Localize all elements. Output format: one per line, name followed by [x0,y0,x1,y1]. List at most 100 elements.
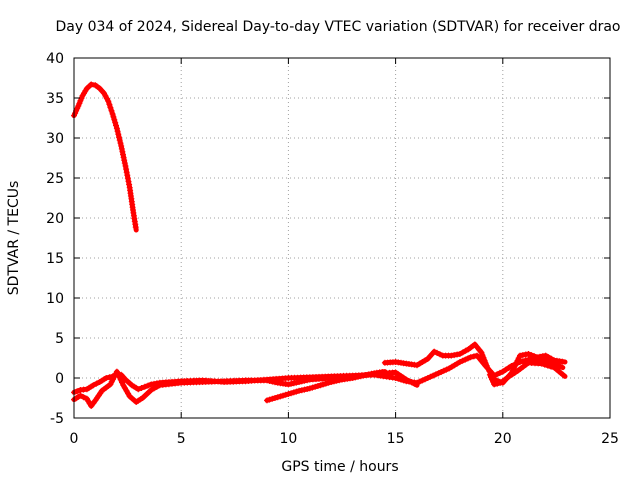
data-point [105,98,112,105]
data-point [280,392,286,399]
data-point [110,376,116,383]
data-point [462,356,469,363]
data-point [494,371,501,378]
data-point [110,113,117,120]
data-point [117,376,124,383]
data-point [264,377,270,384]
y-tick-label: 35 [46,91,64,107]
data-point [482,360,489,367]
data-point [541,361,548,368]
data-point [116,374,123,380]
data-point [101,90,107,97]
data-point [496,369,503,376]
data-point [298,387,305,394]
x-tick-label: 15 [387,431,405,447]
data-point [126,181,133,188]
data-point [431,348,438,355]
data-point [269,378,276,385]
data-point [74,388,81,395]
data-point [379,369,386,375]
data-point [272,395,278,401]
data-point [113,368,120,375]
data-point [138,385,145,391]
data-point [120,151,126,158]
data-point [317,382,324,389]
data-point [103,95,110,102]
data-point [266,396,273,403]
data-point [107,104,114,111]
data-point [75,103,82,109]
data-point [357,373,364,380]
data-point [537,353,543,360]
data-point [132,224,139,231]
data-point [145,382,151,389]
data-point [112,119,119,126]
data-point [116,137,123,144]
data-point [266,378,273,384]
data-point [436,351,443,358]
y-axis-label: SDTVAR / TECUs [6,181,22,296]
data-point [123,166,130,173]
data-point [76,100,83,107]
data-layer [71,81,568,409]
data-point [293,388,300,395]
series-high-arc [71,81,139,233]
data-point [121,160,128,167]
data-point [512,362,519,369]
data-point [459,357,466,364]
data-point [304,386,311,392]
data-point [272,379,278,386]
x-tick-label: 10 [279,431,297,447]
x-tick-label: 5 [177,431,186,447]
data-point [309,384,316,391]
data-point [296,379,303,385]
data-point [107,381,114,388]
data-point [288,390,295,397]
data-point [285,381,292,388]
y-tick-label: 15 [46,251,64,267]
data-point [519,352,526,359]
data-point [111,116,118,123]
data-point [135,386,142,393]
y-tick-label: 5 [55,331,64,347]
data-point [322,380,329,387]
data-point [559,371,566,378]
data-point [430,372,437,379]
data-point [118,143,125,149]
data-point [312,383,319,390]
data-point [494,380,501,387]
data-point [325,379,332,386]
data-point [119,148,126,155]
data-point [557,363,563,370]
data-point [355,373,362,380]
data-point [115,131,122,138]
data-point [80,394,87,401]
data-point [296,387,303,394]
y-tick-label: 25 [46,171,64,187]
data-point [269,395,276,402]
data-point [314,383,321,389]
data-point [434,349,441,356]
data-point [282,391,289,398]
data-point [478,349,485,356]
data-point [301,386,308,393]
data-point [103,375,110,381]
data-point [333,377,340,384]
data-point [360,372,367,379]
data-point [93,380,100,387]
data-point [424,375,431,381]
data-point [465,355,471,362]
data-point [538,360,545,367]
data-point [290,380,297,387]
data-point [422,376,429,383]
data-point [277,393,284,400]
data-point [108,107,115,114]
data-point [548,363,554,370]
data-point [432,371,439,378]
data-point [113,125,120,132]
y-tick-label: 30 [46,131,64,147]
axis-ticks: -5 0 5 10 15 20 25 30 35 40 0 5 10 15 20 25 [46,51,619,447]
data-point [115,371,122,378]
data-point [90,382,97,389]
data-point [467,354,474,361]
